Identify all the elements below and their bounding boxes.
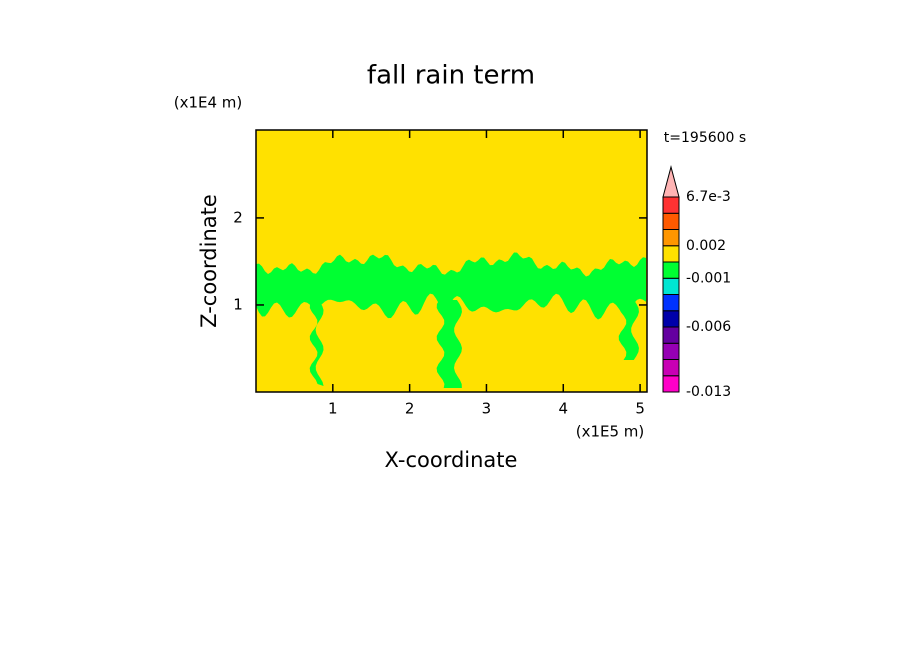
- y-tick-label: 2: [233, 208, 243, 226]
- colorbar-segment: [662, 375, 680, 393]
- time-label: t=195600 s: [664, 130, 746, 146]
- colorbar-segment: [662, 294, 680, 312]
- colorbar-extend: [662, 165, 680, 198]
- field-shaft: [618, 300, 639, 360]
- contour-field: [256, 130, 647, 392]
- field-shaft: [436, 300, 462, 388]
- colorbar-label: 6.7e-3: [686, 189, 731, 205]
- colorbar-segment: [662, 342, 680, 360]
- colorbar-segment: [662, 277, 680, 295]
- x-tick-label: 3: [482, 400, 492, 418]
- colorbar-segment: [662, 359, 680, 377]
- colorbar-segment: [662, 326, 680, 344]
- x-axis-label: X-coordinate: [385, 448, 518, 472]
- field-band: [256, 252, 646, 320]
- x-tick-label: 5: [635, 400, 645, 418]
- colorbar: -0.013 -0.006 -0.001 0.002 6.7e-3: [662, 165, 731, 400]
- x-tick-label: 1: [328, 400, 338, 418]
- y-axis-label: Z-coordinate: [197, 194, 221, 328]
- axes: 1 2 3 4 5 1 2: [233, 129, 648, 418]
- chart-title: fall rain term: [367, 61, 535, 91]
- colorbar-segment: [662, 229, 680, 247]
- colorbar-label: -0.006: [686, 319, 731, 335]
- colorbar-segment: [662, 245, 680, 263]
- colorbar-label: -0.013: [686, 384, 731, 400]
- y-unit: (x1E4 m): [174, 94, 243, 112]
- plot-frame: [255, 129, 648, 393]
- colorbar-segment: [662, 261, 680, 279]
- colorbar-segment: [662, 310, 680, 328]
- colorbar-segment: [662, 196, 680, 214]
- x-tick-label: 2: [405, 400, 415, 418]
- colorbar-segment: [662, 212, 680, 230]
- x-tick-label: 4: [558, 400, 568, 418]
- x-unit: (x1E5 m): [576, 423, 645, 441]
- colorbar-label: 0.002: [686, 238, 726, 254]
- field-shaft: [309, 300, 324, 386]
- colorbar-label: -0.001: [686, 270, 731, 286]
- y-tick-label: 1: [233, 295, 243, 313]
